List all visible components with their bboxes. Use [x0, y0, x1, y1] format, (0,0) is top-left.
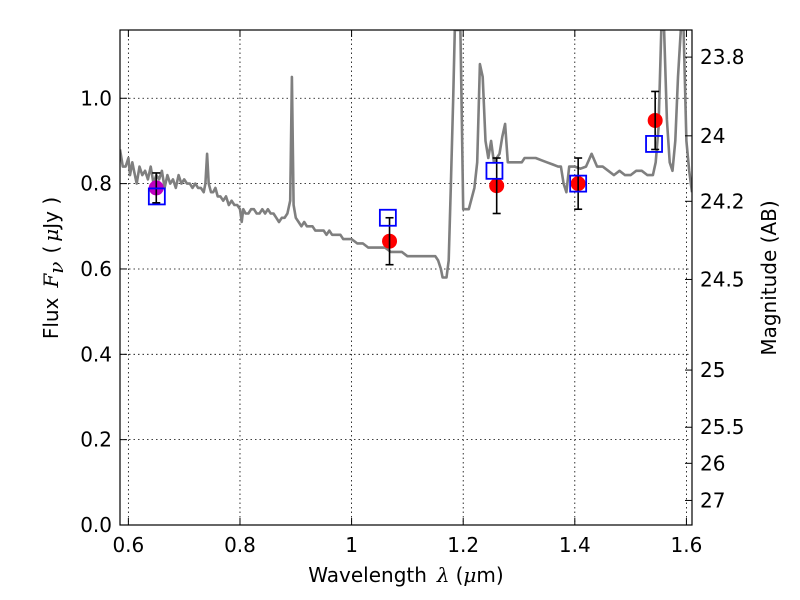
y2-tick-label: 26 — [700, 451, 725, 475]
model-photometry-square — [485, 161, 504, 180]
ticks: 0.6 0.8 1 1.2 1.4 1.6 0.0 0.2 0.4 0.6 0.8 1.0 23.8 24… — [80, 30, 745, 557]
model-photometry-square — [147, 187, 166, 206]
plot-frame — [119, 29, 693, 526]
y2-tick-label: 27 — [700, 488, 725, 512]
y-tick-label: 0.6 — [80, 257, 112, 281]
model-photometry-square — [645, 135, 663, 153]
y-tick-label: 0.4 — [80, 342, 112, 366]
x-tick-label: 1 — [345, 533, 358, 557]
y-tick-label: 1.0 — [80, 86, 112, 110]
x-tick-label: 0.6 — [112, 533, 144, 557]
y2-tick-label: 24.2 — [700, 189, 745, 213]
x-tick-label: 1.4 — [559, 533, 591, 557]
plot-area — [120, 30, 692, 279]
y2-tick-label: 25.5 — [700, 415, 745, 439]
model-spectrum-line — [120, 30, 692, 279]
y-tick-label: 0.8 — [80, 172, 112, 196]
y2-tick-label: 24 — [700, 124, 725, 148]
x-tick-label: 1.6 — [671, 533, 703, 557]
y2-tick-label: 23.8 — [700, 45, 745, 69]
x-axis-label: Wavelength λ (μm) — [308, 563, 503, 587]
y2-tick-label: 25 — [700, 358, 725, 382]
y-tick-label: 0.2 — [80, 428, 112, 452]
y-axis-label: FluxFν(μJy ) — [39, 197, 68, 339]
y2-axis-label: Magnitude (AB) — [757, 200, 781, 355]
model-photometry-square — [569, 174, 588, 193]
y-tick-label: 0.0 — [80, 513, 112, 537]
model-photometry-square — [378, 208, 397, 227]
y2-tick-label: 24.5 — [700, 267, 745, 291]
grid — [120, 30, 692, 526]
x-tick-label: 0.8 — [224, 533, 256, 557]
x-tick-label: 1.2 — [447, 533, 479, 557]
